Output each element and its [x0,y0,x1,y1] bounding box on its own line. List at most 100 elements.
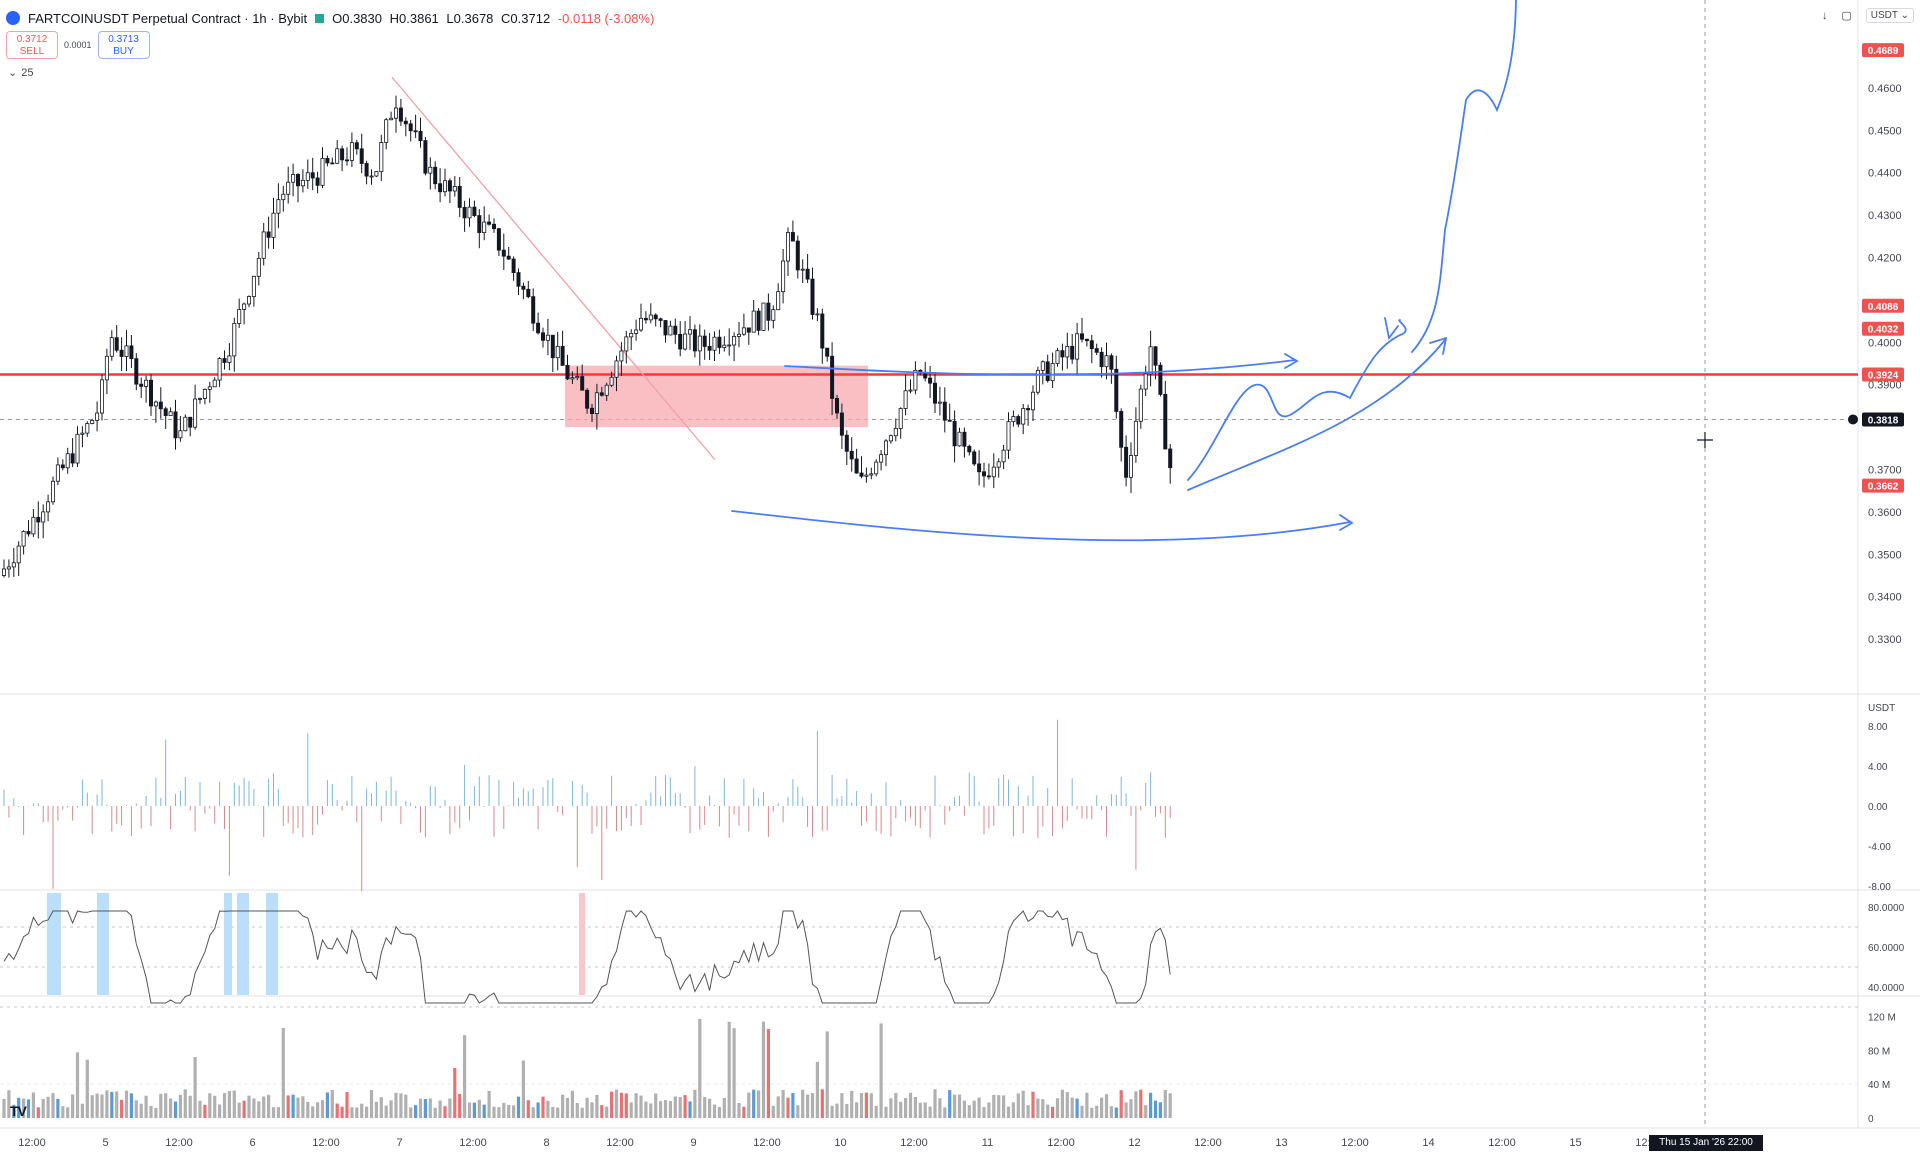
candle-body [830,355,835,399]
candle-body [800,268,805,271]
candle-body [1119,411,1124,448]
symbol-title[interactable]: FARTCOINUSDT Perpetual Contract · 1h · B… [28,10,308,26]
volume-bar [1149,1092,1153,1118]
candle-body [629,333,634,338]
currency-selector[interactable]: USDT ⌄ [1865,8,1914,23]
candle-body [1114,368,1119,412]
candle-body [536,322,541,334]
volume-bar [286,1095,290,1118]
volume-bar [193,1057,197,1118]
volume-bar [913,1097,917,1118]
candle-body [31,516,36,535]
candle-body [864,474,869,477]
trade-buttons: 0.3712 SELL 0.0001 0.3713 BUY [6,31,150,59]
volume-bar [453,1067,457,1118]
candle-body [295,174,300,187]
price-tick-label: 0.4400 [1868,168,1902,180]
volume-tick-label: 120 M [1868,1012,1896,1023]
osc-tick-label: -4.00 [1868,842,1891,853]
candle-body [501,249,506,257]
volume-bar [51,1093,55,1118]
candle-body [702,335,707,347]
candle-body [506,255,511,260]
time-tick-label: 5 [102,1137,108,1149]
volume-bar [17,1097,21,1118]
candle-body [898,408,903,429]
volume-bar [781,1089,785,1118]
candle-body [261,231,266,259]
volume-bar [115,1091,119,1118]
time-tick-label: 12:00 [312,1137,340,1149]
maximize-icon[interactable]: ▢ [1841,10,1852,22]
candle-body [884,440,889,456]
candle-body [712,336,717,351]
candle-body [276,199,281,214]
volume-bar [908,1092,913,1118]
volume-bar [311,1106,315,1118]
candle-body [16,545,21,564]
volume-bar [659,1101,663,1118]
volume-tick-label: 0 [1868,1114,1874,1125]
candle-body [673,325,678,335]
ohlc-low: L0.3678 [446,10,494,26]
candle-body [183,416,188,432]
volume-bar [815,1061,819,1118]
candle-body [614,360,619,378]
volume-bar [242,1100,246,1118]
candle-body [227,355,232,363]
indicators-toggle[interactable]: ⌄ 25 [8,66,33,80]
volume-bar [845,1103,849,1118]
volume-bar [222,1093,227,1118]
volume-bar [967,1105,971,1118]
time-tick-label: 12:00 [606,1137,634,1149]
time-tick-label: 6 [249,1137,255,1149]
candle-body [761,302,766,331]
candle-body [619,350,624,362]
volume-bar [198,1100,202,1118]
candle-body [442,180,447,193]
buy-button[interactable]: 0.3713 BUY [97,31,150,59]
candle-body [384,119,389,143]
volume-bar [546,1100,550,1118]
candle-body [849,450,854,460]
volume-bar [80,1103,84,1118]
volume-bar [497,1107,501,1118]
top-right-controls: ↓ ▢ USDT ⌄ [1822,8,1914,23]
candle-body [888,435,893,442]
candle-body [491,223,496,230]
volume-bar [521,1060,525,1118]
time-tick-label: 11 [982,1137,993,1149]
price-tag [1862,367,1904,382]
candle-body [305,172,310,181]
candle-body [722,344,727,348]
candle-body [55,464,60,482]
candle-body [590,407,595,415]
time-tick-label: 14 [1422,1137,1434,1149]
candle-body [893,428,898,437]
volume-bar [859,1093,864,1118]
download-icon[interactable]: ↓ [1821,9,1828,22]
sell-button[interactable]: 0.3712 SELL [6,31,58,59]
candle-body [139,383,144,387]
volume-bar [227,1091,231,1118]
price-tag-label: 0.3662 [1868,482,1899,493]
volume-bar [644,1101,648,1118]
candle-body [751,310,756,333]
middle-arrow-path [1187,339,1446,491]
price-tag [1862,478,1904,493]
candle-body [776,291,781,311]
candle-body [933,382,938,404]
volume-bar [409,1107,413,1118]
volume-bar [203,1104,207,1118]
volume-bar [619,1092,623,1118]
candle-body [1035,369,1040,393]
crosshair-cursor-icon [1697,432,1713,448]
price-tag [1862,43,1904,58]
candle-body [462,207,467,219]
candle-body [580,376,585,391]
volume-bar [820,1089,824,1118]
volume-bar [757,1090,761,1118]
volume-bar [1011,1102,1015,1118]
volume-bar [41,1098,45,1118]
